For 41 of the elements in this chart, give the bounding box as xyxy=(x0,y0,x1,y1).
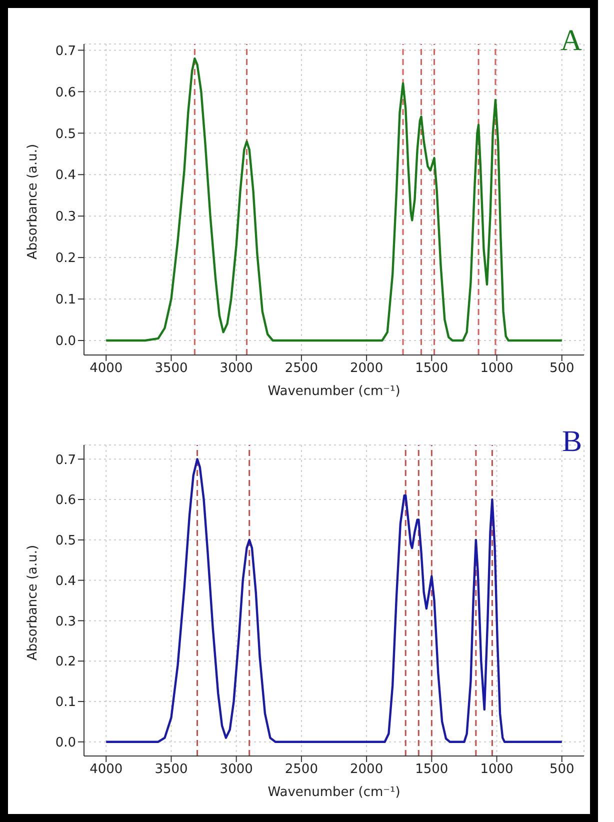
y-tick-label: 0.4 xyxy=(55,574,76,589)
y-tick-label: 0.1 xyxy=(55,695,76,710)
x-tick-label: 4000 xyxy=(90,762,123,778)
line-series xyxy=(105,458,563,743)
x-tick-label: 500 xyxy=(549,762,574,778)
x-tick-label: 3000 xyxy=(220,762,253,778)
annotation: A xyxy=(560,24,582,57)
x-tick-label: 3500 xyxy=(154,361,188,376)
y-tick-label: 0.7 xyxy=(55,44,76,59)
x-axis-title: Wavenumber (cm⁻¹) xyxy=(268,384,400,399)
x-tick-label: 2000 xyxy=(350,762,384,778)
x-tick-label: 4000 xyxy=(90,361,123,376)
y-axis-title: Absorbance (a.u.) xyxy=(26,544,41,660)
y-axis-title: Absorbance (a.u.) xyxy=(26,144,41,260)
y-tick-label: 0.7 xyxy=(55,452,76,468)
x-tick-label: 3000 xyxy=(220,361,253,376)
y-tick-label: 0.3 xyxy=(55,210,76,225)
y-tick-label: 0.5 xyxy=(55,534,76,549)
x-tick-label: 2000 xyxy=(350,361,384,376)
x-tick-label: 3500 xyxy=(154,762,188,778)
x-axis-title: Wavenumber (cm⁻¹) xyxy=(268,785,400,800)
y-tick-label: 0.0 xyxy=(55,334,76,350)
y-tick-label: 0.4 xyxy=(55,168,76,184)
y-tick-label: 0.2 xyxy=(55,251,76,266)
y-tick-label: 0.5 xyxy=(55,126,76,142)
y-tick-label: 0.3 xyxy=(55,614,76,630)
x-tick-label: 1000 xyxy=(480,762,514,778)
x-tick-label: 2500 xyxy=(284,762,318,778)
y-tick-label: 0.1 xyxy=(55,292,76,308)
x-tick-label: 1000 xyxy=(480,361,514,376)
y-tick-label: 0.6 xyxy=(55,85,76,100)
line-series xyxy=(105,57,563,342)
x-tick-label: 1500 xyxy=(415,361,448,376)
y-tick-label: 0.2 xyxy=(55,654,76,670)
annotation: B xyxy=(562,425,582,458)
x-tick-label: 2500 xyxy=(284,361,318,376)
x-tick-label: 500 xyxy=(549,361,574,376)
y-tick-label: 0.0 xyxy=(55,735,76,750)
y-tick-label: 0.6 xyxy=(55,493,76,508)
frame: 4000 3500 3000 2500 2000 1500 1000 500 Wavenumber (cm⁻¹) 0.0 0.1 0.2 0.3 0.4 0.5 0.6 0.7 Absorbance (a.u.) A 4000 3500 3000 2500 2000 1500 1000 500 Wavenumber (cm⁻¹) 0.0 0.1 0.2 0.3 0.4 0.5 0.6 0.7 Absorbance (a.u.) B xyxy=(0,0,598,822)
x-tick-label: 1500 xyxy=(415,762,448,778)
